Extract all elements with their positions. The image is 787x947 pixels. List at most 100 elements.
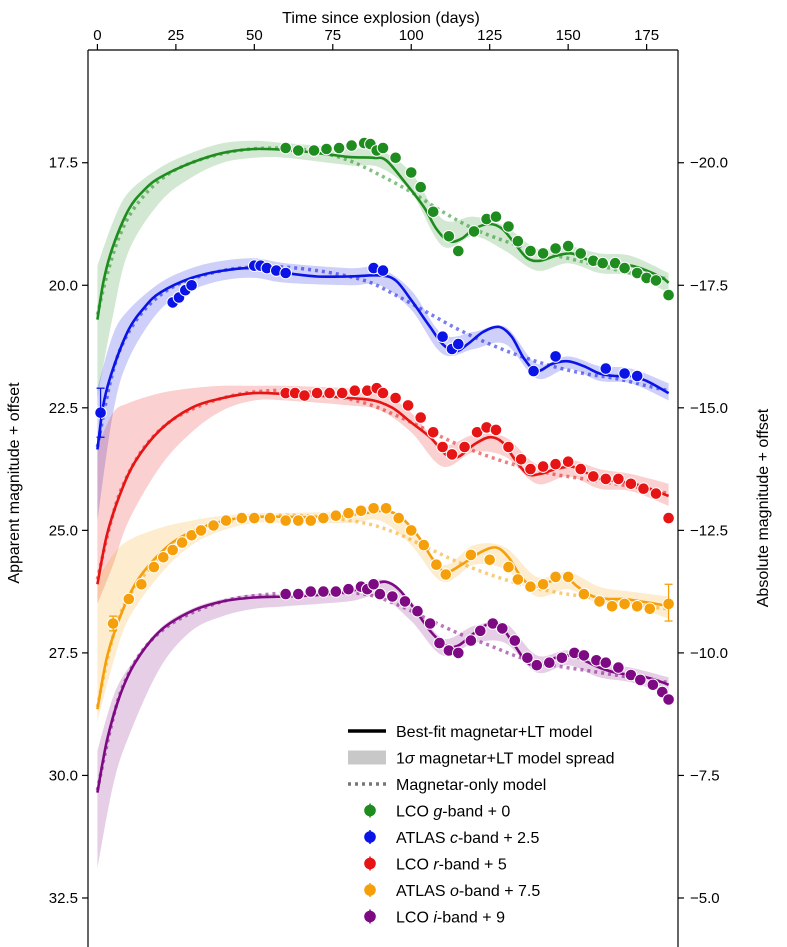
data-point [335, 386, 349, 400]
data-point [593, 595, 606, 608]
y2-tick-label: −15.0 [690, 400, 728, 417]
x-axis-title: Time since explosion (days) [282, 10, 480, 27]
data-point [414, 180, 428, 194]
data-point [502, 560, 515, 574]
x-tick-label: 50 [246, 27, 263, 44]
data-point [662, 511, 675, 525]
data-point [561, 455, 575, 469]
data-point [662, 693, 675, 706]
data-point [549, 242, 562, 255]
data-point [379, 502, 393, 515]
data-point [452, 337, 465, 351]
data-point [452, 244, 465, 258]
data-point [323, 386, 336, 400]
data-point [317, 585, 330, 598]
data-point [404, 524, 418, 537]
data-point [524, 580, 537, 594]
data-point [404, 166, 418, 179]
data-point [612, 661, 625, 674]
data-point [574, 462, 588, 476]
x-tick-label: 25 [168, 27, 185, 44]
data-point [599, 362, 613, 375]
data-point [436, 440, 449, 454]
data-point [527, 364, 540, 378]
legend-label: ATLAS o-band + 7.5 [396, 883, 540, 900]
data-point [279, 587, 293, 601]
data-point [376, 141, 390, 155]
legend-label: LCO i-band + 9 [396, 910, 505, 927]
data-point [332, 141, 346, 155]
legend-label: Best-fit magnetar+LT model [396, 724, 592, 741]
data-point [207, 519, 220, 532]
data-point [618, 367, 631, 380]
data-point [279, 266, 293, 280]
data-point [502, 220, 515, 233]
data-point [411, 604, 424, 618]
y-axis-title: Apparent magnitude + offset [6, 382, 23, 584]
y2-tick-label: −10.0 [690, 645, 728, 662]
data-point [521, 651, 534, 665]
error-bars [96, 387, 673, 632]
data-point [298, 389, 311, 402]
data-point [649, 274, 663, 287]
data-point [367, 502, 380, 515]
x-tick-label: 100 [399, 27, 424, 44]
data-point [630, 600, 644, 613]
data-point [524, 462, 537, 476]
data-point [304, 585, 318, 598]
data-point [329, 585, 343, 598]
data-point [502, 440, 515, 454]
y-tick-label: 20.0 [49, 277, 78, 294]
data-point [354, 504, 368, 518]
model-spread-bands [97, 140, 669, 869]
legend-item-o: ATLAS o-band + 7.5 [364, 883, 540, 900]
data-point [464, 548, 478, 562]
data-point [367, 578, 380, 591]
data-point [555, 651, 569, 665]
y2-tick-label: −5.0 [690, 890, 720, 907]
y2-tick-label: −7.5 [690, 767, 720, 784]
data-point [511, 573, 525, 586]
data-point [577, 587, 591, 601]
y-tick-label: 25.0 [49, 522, 78, 539]
legend-item-best: Best-fit magnetar+LT model [348, 724, 592, 741]
data-point [376, 264, 390, 277]
data-point [496, 622, 509, 635]
legend-swatch-point [364, 910, 376, 923]
legend-item-c: ATLAS c-band + 2.5 [364, 830, 539, 847]
data-point [643, 602, 657, 616]
data-point [157, 551, 170, 564]
data-point [433, 636, 446, 650]
x-tick-label: 75 [324, 27, 341, 44]
data-point [376, 386, 390, 400]
data-point [549, 350, 562, 363]
data-point [279, 514, 293, 527]
data-point [219, 514, 233, 527]
y2-tick-label: −17.5 [690, 277, 728, 294]
y-tick-label: 22.5 [49, 400, 78, 417]
data-point [147, 560, 161, 574]
data-point [439, 568, 453, 581]
data-point [436, 330, 449, 344]
data-point [342, 582, 355, 596]
y-tick-label: 27.5 [49, 645, 78, 662]
data-point [618, 597, 631, 611]
y-tick-label: 32.5 [49, 890, 78, 907]
legend-item-spread: 1σ magnetar+LT model spread [348, 750, 615, 768]
data-point [398, 595, 412, 608]
data-point [194, 524, 208, 537]
data-point [624, 477, 638, 491]
data-point [426, 205, 440, 219]
data-point [373, 587, 387, 601]
data-point [599, 656, 613, 670]
data-point [618, 261, 631, 275]
magnetar-only-line-series-1 [95, 264, 670, 448]
legend-item-magonly: Magnetar-only model [348, 777, 546, 794]
legend-label: Magnetar-only model [396, 777, 546, 794]
legend-item-r: LCO r-band + 5 [364, 856, 507, 874]
data-point [649, 487, 663, 500]
data-point [587, 470, 600, 483]
data-point [392, 511, 406, 525]
data-point [561, 570, 575, 584]
data-point [401, 399, 415, 412]
